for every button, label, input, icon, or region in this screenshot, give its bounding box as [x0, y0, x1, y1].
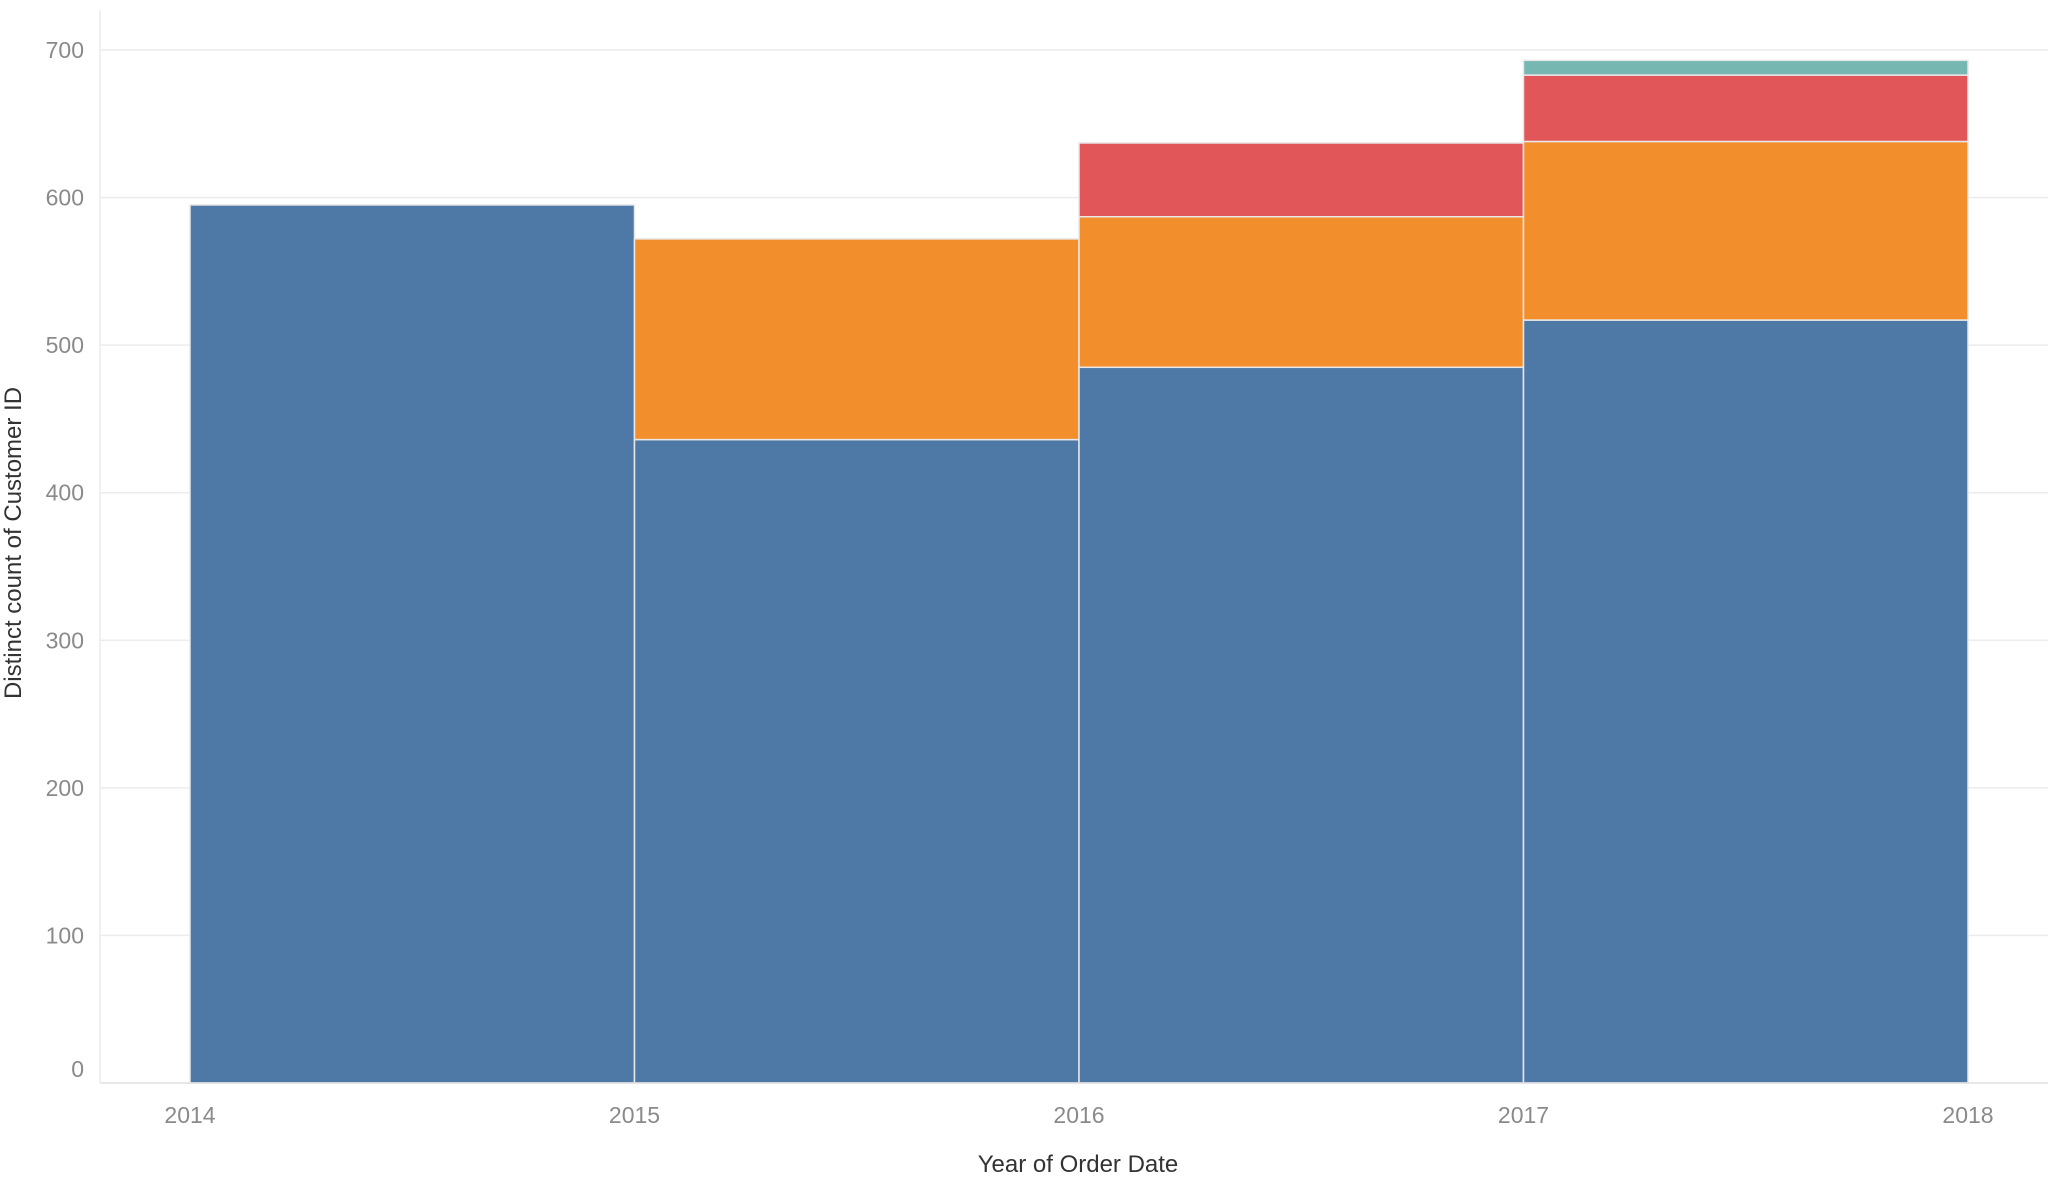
bar-segment-2014-series-1[interactable] — [189, 204, 636, 1084]
x-tick-label: 2015 — [609, 1102, 660, 1128]
axes — [99, 10, 2048, 1084]
y-tick-label: 0 — [71, 1056, 84, 1082]
y-axis-title: Distinct count of Customer ID — [0, 387, 27, 699]
y-tick-label: 100 — [46, 922, 84, 948]
bar-segment-2015-series-2[interactable] — [633, 238, 1080, 441]
y-tick-label: 300 — [46, 627, 84, 653]
x-tick-label: 2017 — [1498, 1102, 1549, 1128]
x-tick-label: 2014 — [164, 1102, 215, 1128]
bar-segment-2017-series-3[interactable] — [1522, 74, 1969, 143]
y-tick-label: 200 — [46, 775, 84, 801]
bar-segment-2016-series-1[interactable] — [1078, 366, 1525, 1084]
y-tick-label: 600 — [46, 185, 84, 211]
bar-segment-2017-series-2[interactable] — [1522, 140, 1969, 321]
bar-segment-2015-series-1[interactable] — [633, 438, 1080, 1084]
bar-segment-2016-series-3[interactable] — [1078, 142, 1525, 218]
x-axis-title: Year of Order Date — [978, 1151, 1179, 1178]
x-tick-label: 2016 — [1053, 1102, 1104, 1128]
tick-labels: 0 100 200 300 400 500 600 700 2014 2015 2016 2017 20… — [46, 37, 1994, 1128]
y-tick-label: 700 — [46, 37, 84, 63]
bar-segment-2017-series-1[interactable] — [1522, 319, 1969, 1084]
y-tick-label: 400 — [46, 480, 84, 506]
y-tick-label: 500 — [46, 332, 84, 358]
bar-segment-2016-series-2[interactable] — [1078, 216, 1525, 369]
bar-segment-2017-series-4[interactable] — [1522, 59, 1969, 76]
x-tick-label: 2018 — [1942, 1102, 1993, 1128]
bars — [189, 59, 1969, 1084]
